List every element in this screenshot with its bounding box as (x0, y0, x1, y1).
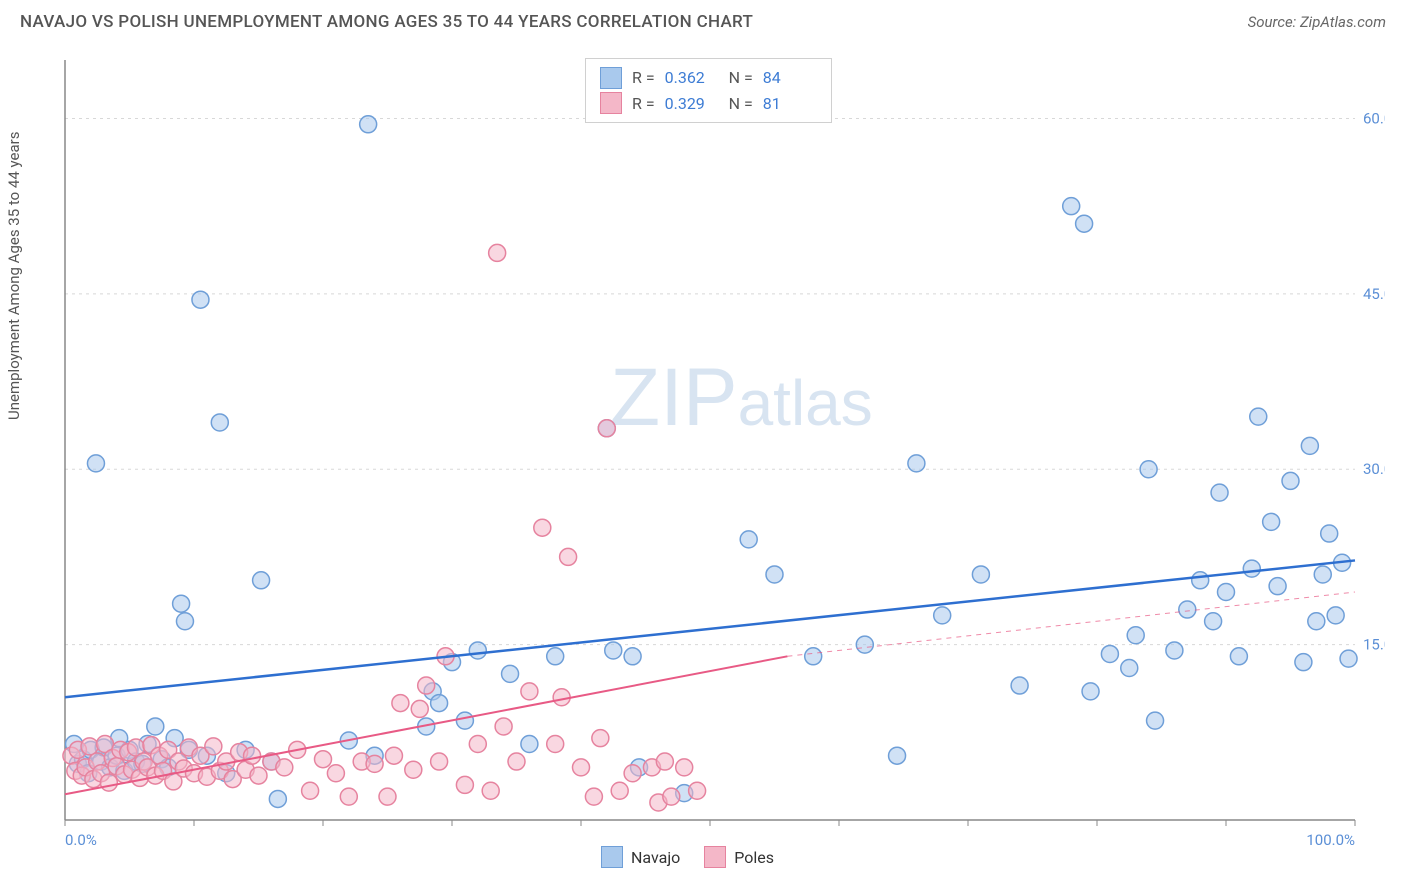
y-tick-label: 45.0% (1363, 285, 1385, 303)
series-legend: Navajo Poles (601, 846, 774, 868)
y-tick-label: 15.0% (1363, 636, 1385, 654)
legend-item-navajo: Navajo (601, 846, 680, 868)
x-tick-label: 0.0% (65, 831, 97, 849)
legend-swatch (600, 67, 622, 89)
legend-label: Poles (734, 848, 774, 867)
r-label: R = (632, 91, 655, 117)
r-label: R = (632, 65, 655, 91)
legend-item-poles: Poles (704, 846, 774, 868)
y-tick-label: 60.0% (1363, 109, 1385, 127)
legend-label: Navajo (631, 848, 680, 867)
r-value: 0.329 (665, 91, 719, 117)
n-value: 81 (763, 91, 817, 117)
x-tick-label: 100.0% (1306, 831, 1355, 849)
legend-swatch (601, 846, 623, 868)
chart-title: NAVAJO VS POLISH UNEMPLOYMENT AMONG AGES… (20, 12, 753, 32)
stats-row-poles: R = 0.329 N = 81 (600, 91, 817, 117)
y-axis-label: Unemployment Among Ages 35 to 44 years (5, 132, 23, 420)
n-label: N = (729, 91, 753, 117)
chart-area: ZIPatlas15.0%30.0%45.0%60.0%0.0%100.0% R… (55, 50, 1385, 840)
r-value: 0.362 (665, 65, 719, 91)
legend-swatch (600, 92, 622, 114)
n-value: 84 (763, 65, 817, 91)
correlation-stats-box: R = 0.362 N = 84 R = 0.329 N = 81 (585, 58, 832, 123)
legend-swatch (704, 846, 726, 868)
stats-row-navajo: R = 0.362 N = 84 (600, 65, 817, 91)
n-label: N = (729, 65, 753, 91)
source-attribution: Source: ZipAtlas.com (1248, 13, 1386, 31)
y-tick-label: 30.0% (1363, 460, 1385, 478)
scatter-plot: ZIPatlas15.0%30.0%45.0%60.0%0.0%100.0% (55, 50, 1385, 880)
